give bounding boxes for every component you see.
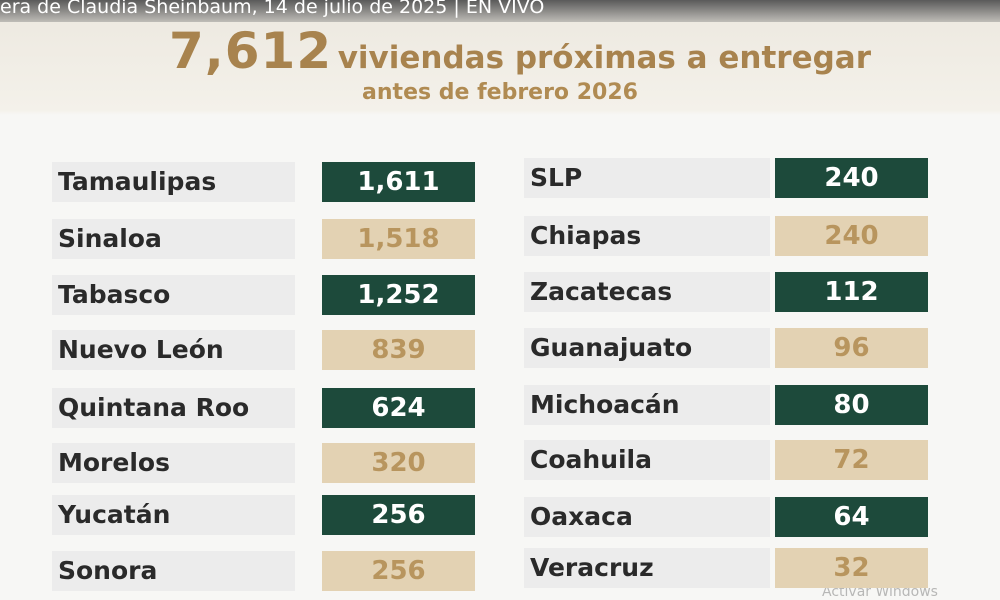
- housing-count: 80: [775, 385, 928, 425]
- housing-count: 320: [322, 443, 475, 483]
- state-label: Coahuila: [524, 440, 770, 480]
- state-label: SLP: [524, 158, 770, 198]
- state-label: Sinaloa: [52, 219, 295, 259]
- state-label: Quintana Roo: [52, 388, 295, 428]
- state-label: Nuevo León: [52, 330, 295, 370]
- state-label: Tamaulipas: [52, 162, 295, 202]
- watermark: Activar Windows: [822, 584, 938, 600]
- state-label: Morelos: [52, 443, 295, 483]
- headline-text: viviendas próximas a entregar: [337, 40, 872, 76]
- state-label: Tabasco: [52, 275, 295, 315]
- housing-count: 624: [322, 388, 475, 428]
- housing-count: 32: [775, 548, 928, 588]
- housing-count: 96: [775, 328, 928, 368]
- state-label: Michoacán: [524, 385, 770, 425]
- housing-count: 64: [775, 497, 928, 537]
- housing-count: 72: [775, 440, 928, 480]
- state-label: Sonora: [52, 551, 295, 591]
- state-label: Guanajuato: [524, 328, 770, 368]
- video-title[interactable]: era de Claudia Sheinbaum, 14 de julio de…: [0, 0, 545, 18]
- state-label: Zacatecas: [524, 272, 770, 312]
- housing-count: 240: [775, 158, 928, 198]
- housing-count: 1,518: [322, 219, 475, 259]
- housing-count: 240: [775, 216, 928, 256]
- state-label: Veracruz: [524, 548, 770, 588]
- total: 7,612: [168, 22, 333, 80]
- subtitle: antes de febrero 2026: [362, 80, 638, 105]
- state-label: Chiapas: [524, 216, 770, 256]
- housing-count: 112: [775, 272, 928, 312]
- video-bar: era de Claudia Sheinbaum, 14 de julio de…: [0, 0, 1000, 22]
- headline: 7,612 viviendas próximas a entregar: [150, 22, 890, 80]
- housing-count: 256: [322, 551, 475, 591]
- state-label: Yucatán: [52, 495, 295, 535]
- housing-count: 1,252: [322, 275, 475, 315]
- housing-count: 1,611: [322, 162, 475, 202]
- housing-count: 839: [322, 330, 475, 370]
- state-label: Oaxaca: [524, 497, 770, 537]
- housing-count: 256: [322, 495, 475, 535]
